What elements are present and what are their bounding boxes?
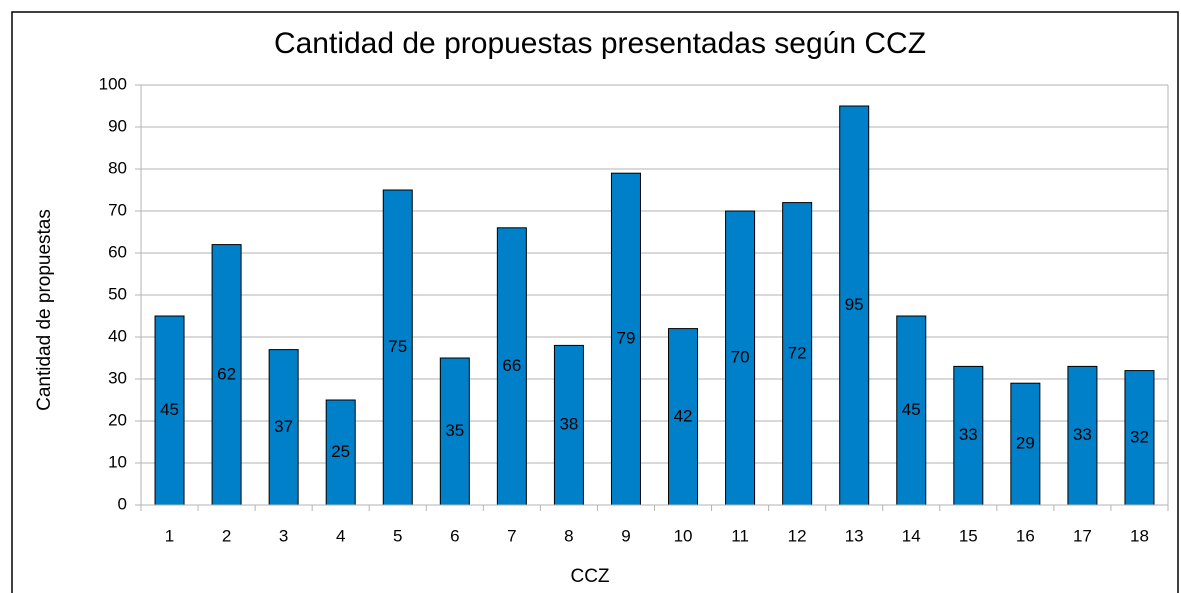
x-tick-label: 10	[674, 526, 693, 545]
y-tick-label: 30	[108, 368, 127, 387]
x-tick-label: 9	[621, 526, 630, 545]
data-label: 66	[502, 356, 521, 375]
y-tick-label: 10	[108, 452, 127, 471]
data-label: 45	[160, 400, 179, 419]
x-tick-label: 18	[1130, 526, 1149, 545]
data-label: 72	[788, 343, 807, 362]
x-tick-label: 1	[165, 526, 174, 545]
chart-title: Cantidad de propuestas presentadas según…	[274, 27, 926, 60]
x-tick-label: 6	[450, 526, 459, 545]
bar	[211, 244, 242, 506]
bar	[439, 357, 470, 506]
x-tick-label: 3	[279, 526, 288, 545]
data-label: 33	[959, 425, 978, 444]
y-tick-label: 100	[99, 74, 127, 93]
x-tick-label: 4	[336, 526, 345, 545]
y-tick-label: 50	[108, 284, 127, 303]
y-tick-label: 90	[108, 116, 127, 135]
data-label: 95	[845, 295, 864, 314]
y-tick-label: 70	[108, 200, 127, 219]
data-label: 75	[388, 337, 407, 356]
bar	[896, 315, 927, 506]
bar	[553, 344, 584, 506]
bar	[1067, 365, 1098, 506]
data-label: 33	[1073, 425, 1092, 444]
bar	[268, 349, 299, 506]
data-label: 45	[902, 400, 921, 419]
x-tick-label: 16	[1016, 526, 1035, 545]
x-tick-label: 14	[902, 526, 921, 545]
data-label: 42	[674, 406, 693, 425]
x-tick-label: 7	[507, 526, 516, 545]
x-tick-label: 15	[959, 526, 978, 545]
data-label: 37	[274, 417, 293, 436]
bar	[496, 227, 527, 506]
y-tick-label: 60	[108, 242, 127, 261]
data-label: 70	[731, 347, 750, 366]
x-tick-label: 17	[1073, 526, 1092, 545]
x-axis-title: CCZ	[570, 566, 609, 587]
y-axis-title: Cantidad de propuestas	[34, 209, 55, 411]
y-tick-label: 20	[108, 410, 127, 429]
data-label: 25	[331, 442, 350, 461]
data-label: 79	[617, 329, 636, 348]
x-tick-label: 12	[788, 526, 807, 545]
x-tick-label: 11	[731, 526, 749, 545]
bar	[725, 210, 756, 506]
bar	[610, 172, 641, 506]
y-tick-label: 40	[108, 326, 127, 345]
x-tick-label: 5	[393, 526, 402, 545]
bar	[1010, 382, 1041, 506]
x-tick-label: 8	[564, 526, 573, 545]
data-label: 29	[1016, 434, 1035, 453]
data-label: 35	[445, 421, 464, 440]
bar	[154, 315, 185, 506]
chart-frame	[11, 11, 1179, 593]
x-tick-label: 2	[222, 526, 231, 545]
y-tick-label: 0	[118, 494, 127, 513]
bar	[668, 328, 699, 506]
x-tick-label: 13	[845, 526, 864, 545]
data-label: 38	[559, 415, 578, 434]
data-label: 62	[217, 364, 236, 383]
bar	[953, 365, 984, 506]
bar	[839, 105, 870, 506]
data-label: 32	[1130, 427, 1149, 446]
y-tick-label: 80	[108, 158, 127, 177]
bar	[1124, 370, 1155, 506]
bar	[382, 189, 413, 506]
